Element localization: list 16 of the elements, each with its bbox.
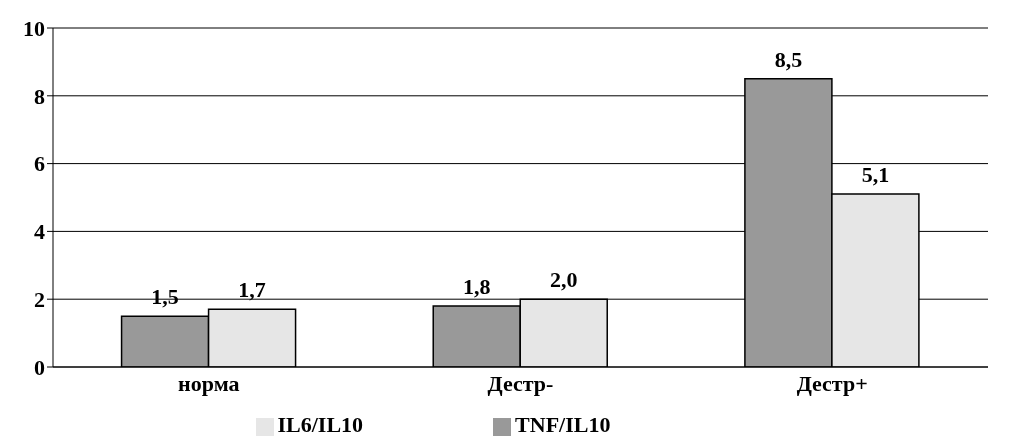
y-tick-label: 4 — [34, 219, 45, 245]
data-label: 1,7 — [238, 277, 266, 303]
y-tick-label: 8 — [34, 83, 45, 109]
y-tick-label: 10 — [23, 15, 45, 41]
data-label: 5,1 — [861, 162, 890, 188]
y-tick-label: 6 — [34, 151, 45, 177]
x-tick-label: норма — [178, 370, 240, 396]
y-tick-label: 2 — [34, 287, 45, 313]
y-tick-label: 0 — [34, 354, 45, 380]
legend-label: TNF/IL10 — [515, 412, 611, 437]
data-label: 8,5 — [774, 46, 803, 72]
data-label: 1,8 — [462, 273, 491, 299]
x-tick-label: Дестр+ — [796, 370, 868, 396]
legend-label: IL6/IL10 — [277, 412, 364, 437]
x-tick-label: Дестр- — [487, 370, 554, 396]
data-label: 2,0 — [549, 267, 578, 293]
